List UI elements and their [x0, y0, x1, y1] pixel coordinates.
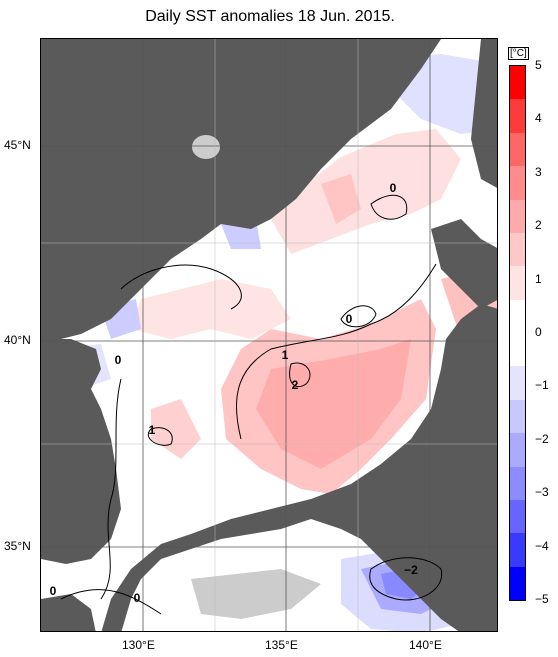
contour-label: 0 — [346, 312, 353, 326]
colorbar-swatch — [510, 333, 525, 367]
colorbar-swatch — [510, 299, 525, 333]
colorbar-tick-label: −1 — [535, 378, 549, 393]
colorbar-swatch — [510, 132, 525, 167]
colorbar-swatch — [510, 433, 525, 467]
colorbar — [509, 65, 526, 601]
warm-anomaly-areas — [131, 129, 497, 494]
lon-label-140: 140°E — [409, 638, 442, 652]
lat-label-35: 35°N — [4, 539, 31, 553]
contour-label: 0 — [134, 591, 141, 605]
colorbar-unit: [°C] — [508, 47, 529, 60]
lon-label-135: 135°E — [265, 638, 298, 652]
contour-value-labels: 0 0 0 1 2 1 −2 0 0 — [50, 181, 419, 605]
contour-label: 1 — [282, 348, 289, 362]
colorbar-tick-label: 4 — [535, 111, 542, 126]
contour-label: 0 — [50, 584, 57, 598]
colorbar-tick-label: −5 — [535, 592, 549, 606]
colorbar-tick-label: 0 — [535, 325, 542, 339]
colorbar-tick-label: −3 — [535, 485, 549, 500]
graticule — [41, 39, 497, 631]
colorbar-tick-label: 3 — [535, 164, 542, 179]
colorbar-swatch — [510, 566, 525, 600]
colorbar-tick-label: −2 — [535, 431, 549, 446]
colorbar-tick-label: 1 — [535, 271, 542, 286]
colorbar-swatch — [510, 266, 525, 300]
colorbar-tick-label: 2 — [535, 218, 542, 233]
lon-label-130: 130°E — [122, 638, 155, 652]
colorbar-swatch — [510, 366, 525, 400]
colorbar-tick-label: −4 — [535, 538, 549, 553]
contour-lines — [60, 194, 443, 615]
land — [41, 39, 497, 631]
colorbar-tick-label: 5 — [535, 58, 542, 72]
colorbar-swatch — [510, 66, 525, 100]
contour-label: 0 — [115, 353, 122, 367]
colorbar-swatch — [510, 466, 525, 500]
contour-label: 1 — [149, 423, 156, 437]
inland-water — [191, 135, 321, 619]
sst-anomaly-map: 0 0 0 1 2 1 −2 0 0 — [40, 38, 498, 632]
colorbar-swatch — [510, 166, 525, 200]
contour-label: −2 — [404, 563, 418, 577]
contour-label: 2 — [292, 378, 299, 392]
lat-label-45: 45°N — [4, 138, 31, 152]
map-canvas: 0 0 0 1 2 1 −2 0 0 — [41, 39, 497, 631]
colorbar-swatch — [510, 399, 525, 434]
contour-label: 0 — [390, 181, 397, 195]
colorbar-swatch — [510, 199, 525, 233]
map-title: Daily SST anomalies 18 Jun. 2015. — [145, 8, 395, 25]
colorbar-swatch — [510, 232, 525, 267]
colorbar-swatch — [510, 533, 525, 567]
colorbar-swatch — [510, 99, 525, 133]
lat-label-40: 40°N — [4, 333, 31, 347]
colorbar-swatch — [510, 499, 525, 534]
